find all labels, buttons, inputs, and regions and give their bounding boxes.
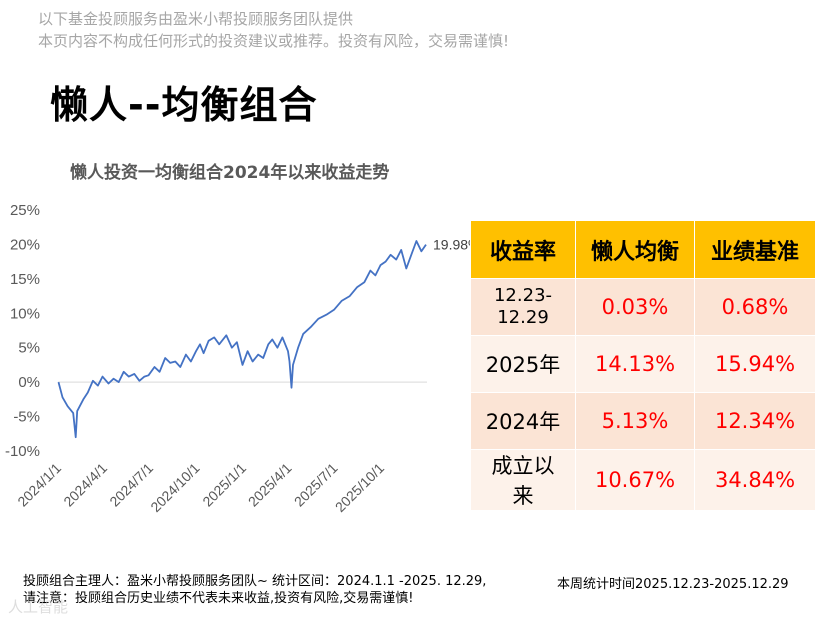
row-label-2025: 2025年 <box>470 335 576 393</box>
y-tick-label: 20% <box>10 236 40 253</box>
header-return: 收益率 <box>470 220 576 279</box>
cell-portfolio: 0.03% <box>575 278 695 336</box>
header-portfolio: 懒人均衡 <box>575 220 695 279</box>
cell-benchmark: 34.84% <box>694 449 816 511</box>
table-header-row: 收益率 懒人均衡 业绩基准 <box>470 220 816 279</box>
row-label-2024: 2024年 <box>470 392 576 450</box>
end-value-label: 19.98% <box>433 237 480 253</box>
footer-stat-period: 本周统计时间2025.12.23-2025.12.29 <box>557 577 789 592</box>
footer-line-2: 请注意：投顾组合历史业绩不代表未来收益,投资有风险,交易需谨慎! <box>23 591 414 606</box>
disclaimer-line-1: 以下基金投顾服务由盈米小帮投顾服务团队提供 <box>38 10 354 28</box>
x-tick-label: 2025/1/1 <box>199 460 249 510</box>
x-tick-label: 2025/10/1 <box>332 460 388 516</box>
footer: 投顾组合主理人：盈米小帮投顾服务团队~ 统计区间：2024.1.1 -2025.… <box>23 573 486 607</box>
cell-portfolio: 5.13% <box>575 392 695 450</box>
cell-benchmark: 0.68% <box>694 278 816 336</box>
table-row: 成立以来 10.67% 34.84% <box>470 449 816 511</box>
return-series-line <box>57 240 427 439</box>
disclaimer-line-2: 本页内容不构成任何形式的投资建议或推荐。投资有风险，交易需谨慎! <box>38 32 510 50</box>
row-label-week: 12.23- 12.29 <box>470 278 576 336</box>
table-row: 2025年 14.13% 15.94% <box>470 335 816 393</box>
cell-benchmark: 12.34% <box>694 392 816 450</box>
y-tick-label: 15% <box>10 271 40 288</box>
performance-table: 收益率 懒人均衡 业绩基准 12.23- 12.29 0.03% 0.68% 20… <box>470 220 816 511</box>
watermark: 人工智能 <box>8 598 69 616</box>
x-tick-label: 2024/1/1 <box>14 460 64 510</box>
x-tick-label: 2024/10/1 <box>147 460 203 516</box>
row-label-inception: 成立以来 <box>470 449 576 511</box>
y-tick-label: 0% <box>18 374 40 391</box>
chart-title: 懒人投资一均衡组合2024年以来收益走势 <box>70 163 390 183</box>
y-tick-label: -10% <box>5 443 40 460</box>
cell-portfolio: 14.13% <box>575 335 695 393</box>
page-title: 懒人--均衡组合 <box>50 83 318 127</box>
x-tick-label: 2025/4/1 <box>245 460 295 510</box>
table-row: 2024年 5.13% 12.34% <box>470 392 816 450</box>
disclaimer: 以下基金投顾服务由盈米小帮投顾服务团队提供 本页内容不构成任何形式的投资建议或推… <box>38 8 509 52</box>
header-benchmark: 业绩基准 <box>694 220 816 279</box>
cell-portfolio: 10.67% <box>575 449 695 511</box>
y-tick-label: 10% <box>10 305 40 322</box>
table-row: 12.23- 12.29 0.03% 0.68% <box>470 278 816 336</box>
y-tick-label: -5% <box>13 409 40 426</box>
y-tick-label: 5% <box>18 340 40 357</box>
x-tick-label: 2024/4/1 <box>60 460 110 510</box>
y-tick-label: 25% <box>10 202 40 219</box>
cell-benchmark: 15.94% <box>694 335 816 393</box>
footer-line-1: 投顾组合主理人：盈米小帮投顾服务团队~ 统计区间：2024.1.1 -2025.… <box>23 574 487 589</box>
